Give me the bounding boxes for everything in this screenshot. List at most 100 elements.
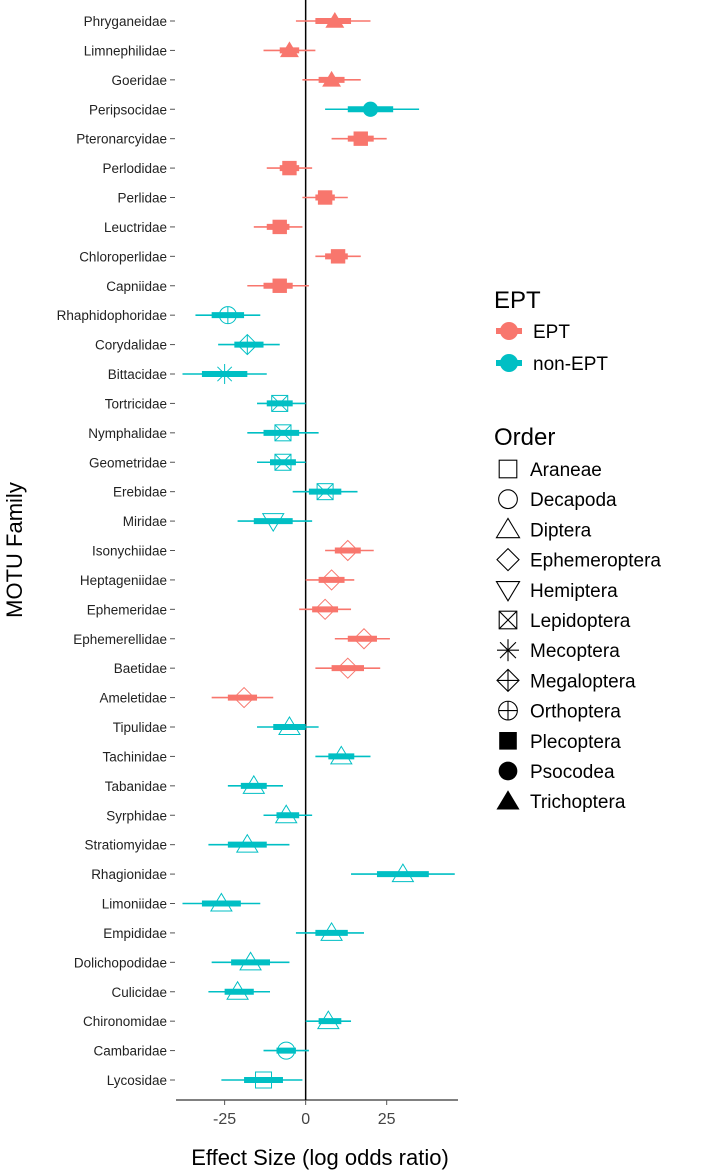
family-row: [331, 131, 387, 146]
legend-key-shape: [498, 489, 518, 510]
family-row: [211, 951, 290, 971]
point-estimate: [325, 12, 345, 28]
legend-item: Ephemeroptera: [496, 547, 661, 572]
family-label: Chironomidae: [83, 1014, 167, 1029]
legend-key-shape: [497, 639, 519, 662]
point-estimate: [274, 804, 298, 824]
family-label: Tachinidae: [102, 749, 167, 764]
point-estimate: [330, 249, 346, 264]
family-row: [257, 394, 306, 412]
legend-key-shape: [495, 580, 521, 602]
family-row: [208, 833, 290, 853]
family-label: Capniidae: [106, 279, 167, 294]
family-label: Rhaphidophoridae: [57, 308, 167, 323]
legend-key-shape: [496, 668, 520, 693]
family-row: [292, 483, 358, 501]
family-row: [334, 628, 390, 650]
family-row: [299, 598, 352, 621]
point-estimate: [320, 921, 343, 941]
family-label: Limnephilidae: [84, 43, 167, 58]
point-estimate: [226, 980, 249, 1000]
family-row: [325, 539, 374, 562]
point-estimate: [277, 1041, 296, 1060]
point-estimate: [239, 951, 262, 971]
legend-key-shape: [499, 732, 517, 750]
legend-item: Decapoda: [498, 489, 617, 511]
x-tick-label: -25: [213, 1111, 236, 1128]
family-label: Heptageniidae: [80, 573, 167, 588]
legend-label: Orthoptera: [530, 702, 621, 723]
legend-item: Lepidoptera: [498, 610, 631, 632]
legend-title-order: Order: [494, 424, 555, 451]
family-label: Bittacidae: [108, 367, 167, 382]
family-label: Ephemerellidae: [73, 632, 167, 647]
point-estimate: [322, 70, 342, 87]
family-label: Baetidae: [114, 661, 167, 676]
family-row: [315, 745, 371, 765]
family-row: [302, 70, 361, 87]
x-tick-label: 25: [378, 1111, 396, 1128]
family-label: Dolichopodidae: [74, 955, 167, 970]
family-labels: Phryganeidae Limnephilidae Goeridae Peripso…: [57, 14, 167, 1088]
family-label: Lycosidae: [107, 1073, 167, 1088]
family-label: Nymphalidae: [88, 426, 167, 441]
family-row: [315, 249, 361, 264]
family-label: Tabanidae: [105, 779, 167, 794]
family-label: Stratiomyidae: [84, 838, 167, 853]
family-row: [208, 980, 270, 1000]
point-estimate: [218, 306, 237, 325]
legend-key-shape: [498, 700, 518, 721]
point-estimate: [261, 513, 285, 533]
x-tick-label: 0: [301, 1111, 310, 1128]
family-label: Phryganeidae: [84, 14, 167, 29]
legend-label: Plecoptera: [530, 732, 621, 753]
x-axis-ticks: -25 0 25: [213, 1100, 396, 1128]
family-label: Chloroperlidae: [79, 249, 167, 264]
y-axis-title: MOTU Family: [2, 482, 27, 618]
family-row: [182, 364, 267, 384]
plot-marks: [182, 12, 455, 1089]
point-estimate: [391, 863, 415, 883]
point-estimate: [236, 333, 259, 356]
family-label: Ameletidae: [99, 691, 167, 706]
family-label: Pteronarcyidae: [76, 132, 167, 147]
point-estimate: [209, 892, 233, 912]
point-estimate: [279, 41, 299, 58]
family-row: [315, 657, 381, 679]
point-estimate: [337, 657, 359, 679]
legend-label: Araneae: [530, 460, 602, 481]
point-estimate: [353, 131, 368, 146]
legend-label: Mecoptera: [530, 641, 620, 662]
point-estimate: [233, 686, 255, 709]
legend-item: Plecoptera: [499, 732, 621, 753]
point-estimate: [255, 1071, 273, 1089]
x-axis-title: Effect Size (log odds ratio): [191, 1145, 449, 1170]
family-label: Goeridae: [111, 73, 167, 88]
family-row: [218, 333, 280, 356]
legend-label: Decapoda: [530, 490, 617, 511]
legend-title-ept: EPT: [494, 287, 541, 314]
legend-item: Psocodea: [498, 761, 615, 783]
point-estimate: [235, 833, 259, 853]
family-label: Empididae: [103, 926, 167, 941]
legend-label: Psocodea: [530, 762, 615, 783]
family-row: [195, 306, 261, 325]
family-label: Ephemeridae: [87, 602, 167, 617]
family-row: [221, 1071, 303, 1089]
family-row: [302, 190, 348, 205]
family-row: [305, 1010, 352, 1030]
legend-label: EPT: [533, 322, 570, 343]
family-row: [263, 41, 316, 58]
legend-item: Trichoptera: [496, 790, 626, 813]
family-label: Perlidae: [117, 191, 167, 206]
legend-item: EPT: [496, 322, 570, 343]
legend-key-point: [500, 322, 518, 340]
legend-key-shape: [496, 547, 520, 572]
family-row: [257, 716, 319, 735]
family-label: Isonychiidae: [92, 544, 167, 559]
family-row: [351, 863, 455, 883]
family-label: Limoniidae: [102, 897, 167, 912]
legend: EPT EPT non-EPT Order Araneae Decapoda Diptera…: [494, 287, 661, 813]
family-label: Culicidae: [111, 985, 167, 1000]
legend-key-shape: [498, 459, 518, 479]
